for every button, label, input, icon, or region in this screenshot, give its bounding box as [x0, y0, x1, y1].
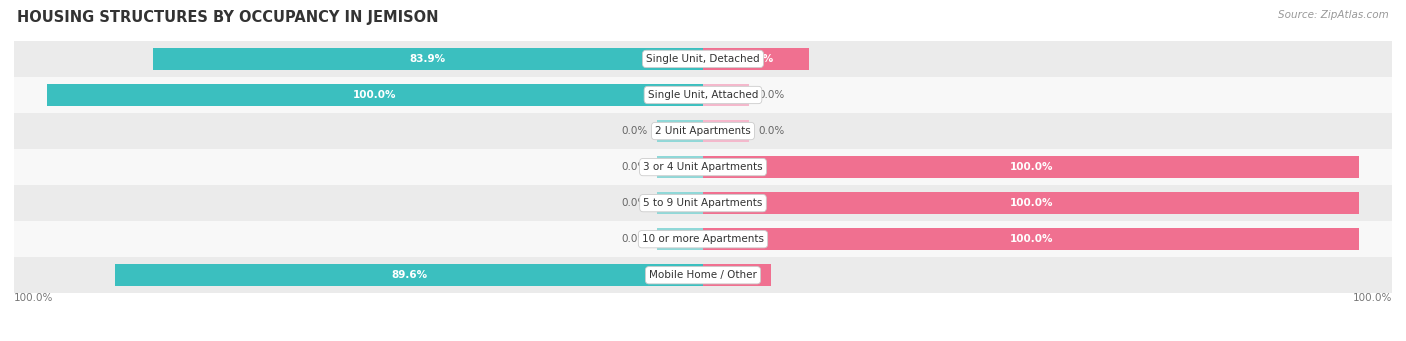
Text: 100.0%: 100.0% — [1353, 293, 1392, 303]
Bar — [703, 228, 1360, 250]
Bar — [14, 77, 1392, 113]
Text: 0.0%: 0.0% — [621, 126, 647, 136]
Bar — [14, 185, 1392, 221]
Bar — [152, 48, 703, 70]
Text: 83.9%: 83.9% — [409, 54, 446, 64]
Text: 16.1%: 16.1% — [738, 54, 773, 64]
Text: 0.0%: 0.0% — [621, 198, 647, 208]
Bar — [703, 48, 808, 70]
Legend: Owner-occupied, Renter-occupied: Owner-occupied, Renter-occupied — [585, 339, 821, 341]
Text: Mobile Home / Other: Mobile Home / Other — [650, 270, 756, 280]
Text: 100.0%: 100.0% — [1010, 198, 1053, 208]
Bar — [657, 120, 703, 142]
Text: 100.0%: 100.0% — [1010, 234, 1053, 244]
Text: 89.6%: 89.6% — [391, 270, 427, 280]
Bar — [14, 149, 1392, 185]
Text: HOUSING STRUCTURES BY OCCUPANCY IN JEMISON: HOUSING STRUCTURES BY OCCUPANCY IN JEMIS… — [17, 10, 439, 25]
Text: Single Unit, Detached: Single Unit, Detached — [647, 54, 759, 64]
Bar — [14, 41, 1392, 77]
Bar — [14, 113, 1392, 149]
Text: 100.0%: 100.0% — [353, 90, 396, 100]
Text: 100.0%: 100.0% — [1010, 162, 1053, 172]
Bar — [657, 156, 703, 178]
Bar — [703, 264, 772, 286]
Text: 3 or 4 Unit Apartments: 3 or 4 Unit Apartments — [643, 162, 763, 172]
Bar — [703, 192, 1360, 214]
Bar — [703, 120, 749, 142]
Text: 5 to 9 Unit Apartments: 5 to 9 Unit Apartments — [644, 198, 762, 208]
Text: 0.0%: 0.0% — [759, 90, 785, 100]
Text: 2 Unit Apartments: 2 Unit Apartments — [655, 126, 751, 136]
Bar — [657, 228, 703, 250]
Bar — [703, 84, 749, 106]
Text: 100.0%: 100.0% — [14, 293, 53, 303]
Text: Source: ZipAtlas.com: Source: ZipAtlas.com — [1278, 10, 1389, 20]
Bar — [657, 192, 703, 214]
Text: 10.4%: 10.4% — [718, 270, 755, 280]
Bar — [115, 264, 703, 286]
Bar — [46, 84, 703, 106]
Text: 10 or more Apartments: 10 or more Apartments — [643, 234, 763, 244]
Text: 0.0%: 0.0% — [759, 126, 785, 136]
Bar — [14, 221, 1392, 257]
Text: 0.0%: 0.0% — [621, 234, 647, 244]
Text: 0.0%: 0.0% — [621, 162, 647, 172]
Bar — [14, 257, 1392, 293]
Bar — [703, 156, 1360, 178]
Text: Single Unit, Attached: Single Unit, Attached — [648, 90, 758, 100]
